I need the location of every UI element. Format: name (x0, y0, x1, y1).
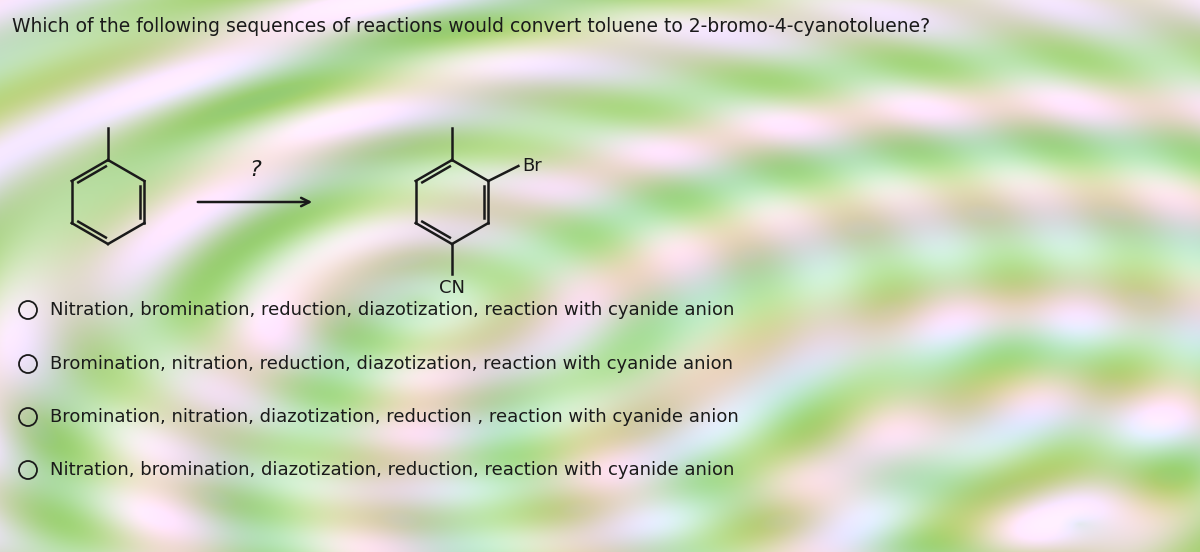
Text: Bromination, nitration, diazotization, reduction , reaction with cyanide anion: Bromination, nitration, diazotization, r… (50, 408, 739, 426)
Text: Nitration, bromination, diazotization, reduction, reaction with cyanide anion: Nitration, bromination, diazotization, r… (50, 461, 734, 479)
Text: Which of the following sequences of reactions would convert toluene to 2-bromo-4: Which of the following sequences of reac… (12, 17, 930, 36)
Text: CN: CN (439, 279, 464, 297)
Text: Br: Br (522, 157, 542, 175)
Text: Bromination, nitration, reduction, diazotization, reaction with cyanide anion: Bromination, nitration, reduction, diazo… (50, 355, 733, 373)
Text: ?: ? (250, 160, 260, 180)
Text: Nitration, bromination, reduction, diazotization, reaction with cyanide anion: Nitration, bromination, reduction, diazo… (50, 301, 734, 319)
